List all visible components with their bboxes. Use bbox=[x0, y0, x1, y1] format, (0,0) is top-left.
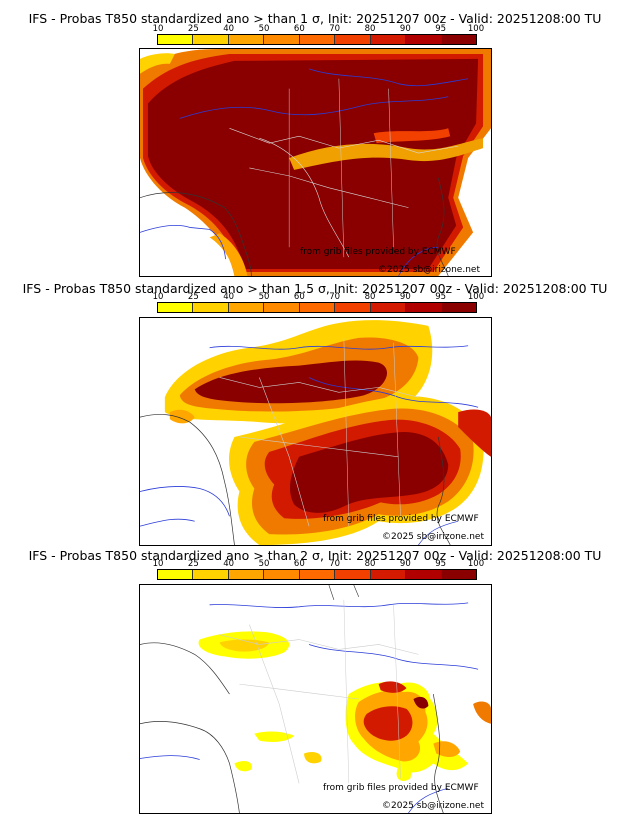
scale-tick-label: 100 bbox=[467, 292, 485, 302]
scale-tick-label: 50 bbox=[258, 559, 270, 569]
data-credit: from grib files provided by ECMWF bbox=[323, 514, 479, 524]
scale-color-swatch bbox=[335, 35, 371, 44]
scale-ticks: 10 25 40 50 60 70 80 90 95 100 bbox=[153, 559, 485, 569]
probability-map: from grib files provided by ECMWF ©2025 … bbox=[139, 317, 492, 546]
scale-color-swatch bbox=[228, 303, 265, 312]
map-title: IFS - Probas T850 standardized ano > tha… bbox=[28, 548, 602, 563]
scale-tick-label: 60 bbox=[293, 559, 305, 569]
scale-tick-label: 95 bbox=[435, 292, 447, 302]
scale-color-swatch bbox=[228, 570, 265, 579]
scale-ticks: 10 25 40 50 60 70 80 90 95 100 bbox=[153, 292, 485, 302]
scale-color-swatch bbox=[158, 35, 194, 44]
scale-color-swatch bbox=[299, 35, 336, 44]
scale-color-swatch bbox=[406, 35, 442, 44]
scale-tick-label: 40 bbox=[223, 292, 235, 302]
map-graphic bbox=[140, 585, 491, 813]
scale-color-swatch bbox=[264, 35, 300, 44]
map-title: IFS - Probas T850 standardized ano > tha… bbox=[28, 11, 602, 26]
scale-color-swatch bbox=[158, 303, 194, 312]
panel-3: IFS - Probas T850 standardized ano > tha… bbox=[0, 548, 630, 828]
scale-ticks: 10 25 40 50 60 70 80 90 95 100 bbox=[153, 24, 485, 34]
scale-color-swatch bbox=[406, 570, 442, 579]
scale-color-swatch bbox=[335, 303, 371, 312]
scale-tick-label: 60 bbox=[293, 24, 305, 34]
scale-color-swatch bbox=[406, 303, 442, 312]
scale-color-swatch bbox=[193, 303, 229, 312]
probability-map: from grib files provided by ECMWF ©2025 … bbox=[139, 48, 492, 277]
scale-bar bbox=[157, 34, 477, 45]
scale-bar bbox=[157, 569, 477, 580]
scale-color-swatch bbox=[264, 303, 300, 312]
scale-color-swatch bbox=[441, 303, 476, 312]
map-title: IFS - Probas T850 standardized ano > tha… bbox=[22, 281, 608, 296]
scale-tick-label: 80 bbox=[364, 292, 376, 302]
scale-tick-label: 25 bbox=[187, 292, 199, 302]
scale-tick-label: 70 bbox=[329, 24, 341, 34]
scale-tick-label: 70 bbox=[329, 292, 341, 302]
scale-color-swatch bbox=[370, 570, 407, 579]
scale-tick-label: 60 bbox=[293, 292, 305, 302]
scale-tick-label: 10 bbox=[152, 559, 164, 569]
scale-color-swatch bbox=[441, 35, 476, 44]
scale-tick-label: 90 bbox=[399, 559, 411, 569]
scale-tick-label: 10 bbox=[152, 292, 164, 302]
probability-map: from grib files provided by ECMWF ©2025 … bbox=[139, 584, 492, 814]
panel-2: IFS - Probas T850 standardized ano > tha… bbox=[0, 278, 630, 548]
scale-bar bbox=[157, 302, 477, 313]
scale-color-swatch bbox=[158, 570, 194, 579]
scale-tick-label: 70 bbox=[329, 559, 341, 569]
map-graphic bbox=[140, 49, 491, 276]
scale-tick-label: 25 bbox=[187, 24, 199, 34]
data-credit: from grib files provided by ECMWF bbox=[300, 247, 456, 257]
scale-tick-label: 80 bbox=[364, 24, 376, 34]
scale-tick-label: 50 bbox=[258, 292, 270, 302]
map-graphic bbox=[140, 318, 491, 545]
copyright: ©2025 sb@irizone.net bbox=[382, 532, 484, 542]
scale-color-swatch bbox=[299, 570, 336, 579]
scale-tick-label: 25 bbox=[187, 559, 199, 569]
scale-tick-label: 100 bbox=[467, 24, 485, 34]
scale-tick-label: 40 bbox=[223, 559, 235, 569]
scale-color-swatch bbox=[193, 570, 229, 579]
data-credit: from grib files provided by ECMWF bbox=[323, 783, 479, 793]
scale-color-swatch bbox=[335, 570, 371, 579]
scale-color-swatch bbox=[193, 35, 229, 44]
scale-tick-label: 90 bbox=[399, 292, 411, 302]
panel-1: IFS - Probas T850 standardized ano > tha… bbox=[0, 0, 630, 278]
scale-tick-label: 10 bbox=[152, 24, 164, 34]
copyright: ©2025 sb@irizone.net bbox=[378, 265, 480, 275]
scale-color-swatch bbox=[264, 570, 300, 579]
scale-tick-label: 80 bbox=[364, 559, 376, 569]
scale-color-swatch bbox=[228, 35, 265, 44]
copyright: ©2025 sb@irizone.net bbox=[382, 801, 484, 811]
scale-tick-label: 40 bbox=[223, 24, 235, 34]
scale-tick-label: 50 bbox=[258, 24, 270, 34]
scale-tick-label: 90 bbox=[399, 24, 411, 34]
scale-color-swatch bbox=[299, 303, 336, 312]
scale-color-swatch bbox=[441, 570, 476, 579]
scale-color-swatch bbox=[370, 35, 407, 44]
scale-tick-label: 95 bbox=[435, 24, 447, 34]
scale-color-swatch bbox=[370, 303, 407, 312]
scale-tick-label: 95 bbox=[435, 559, 447, 569]
scale-tick-label: 100 bbox=[467, 559, 485, 569]
